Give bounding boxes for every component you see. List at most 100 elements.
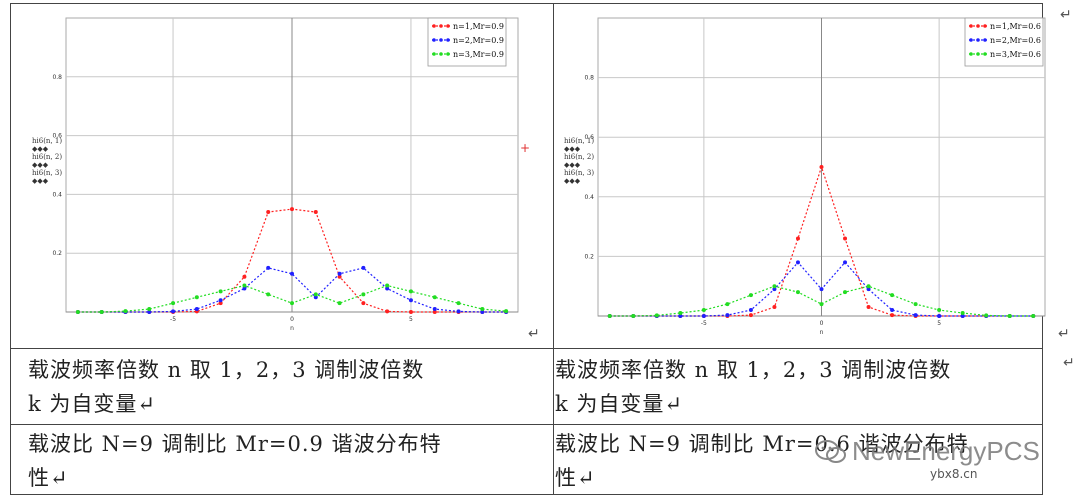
x-tick-label: 0 <box>290 316 294 323</box>
right-caption-row1: 载波频率倍数 n 取 1，2，3 调制波倍数 k 为自变量↵ <box>555 358 952 416</box>
data-point <box>819 302 824 307</box>
data-point <box>678 311 683 316</box>
data-point <box>218 301 223 306</box>
legend-marker <box>446 24 450 28</box>
data-point <box>480 310 485 314</box>
return-mark: ↵ <box>1060 7 1072 23</box>
legend: n=1,Mr=0.9 n=2,Mr=0.9 n=3,Mr=0.9 <box>427 17 507 67</box>
plus-marker: + <box>520 141 531 155</box>
data-point <box>337 301 342 306</box>
table-row-divider <box>11 424 1042 425</box>
data-point <box>843 290 848 295</box>
x-axis-label: n <box>820 329 824 336</box>
right-harmonic-chart: 0.2 0.4 0.6 0.8 -5 0 5 n n=1,Mr=0.6 n=2,Mr=0.6 n=3… <box>564 17 1046 336</box>
legend-entry: n=1,Mr=0.9 <box>453 22 504 31</box>
data-point <box>290 207 294 212</box>
legend-marker <box>446 38 450 42</box>
table-column-divider <box>553 4 554 494</box>
data-point <box>242 286 247 291</box>
data-point <box>313 210 318 215</box>
x-axis-label: n <box>290 325 294 332</box>
data-point <box>408 289 413 294</box>
y-label-marker: ◆◆◆ <box>564 161 581 169</box>
data-point <box>866 305 871 310</box>
data-point <box>748 313 753 318</box>
data-point <box>218 289 223 294</box>
data-point <box>607 314 612 318</box>
data-point <box>266 292 271 297</box>
data-point <box>194 295 199 300</box>
return-mark: ↵ <box>1063 355 1075 371</box>
legend-marker <box>439 24 443 28</box>
legend-entry: n=3,Mr=0.6 <box>990 50 1041 59</box>
data-point <box>1007 314 1012 318</box>
data-point <box>819 165 824 169</box>
x-tick-label: -5 <box>701 320 707 327</box>
data-point <box>337 274 342 279</box>
data-point <box>725 313 730 318</box>
y-label-marker: ◆◆◆ <box>564 177 581 185</box>
data-point <box>432 310 437 314</box>
y-label-marker: ◆◆◆ <box>32 145 49 153</box>
data-point <box>408 310 413 314</box>
data-point <box>631 314 636 318</box>
y-tick-label: 0.2 <box>52 250 62 257</box>
y-axis-label: hi6(n, 3) <box>32 169 62 177</box>
legend-marker <box>976 38 980 42</box>
left-caption-row1: 载波频率倍数 n 取 1，2，3 调制波倍数 k 为自变量↵ <box>28 358 425 416</box>
wechat-icon <box>815 440 846 463</box>
x-tick-label: 5 <box>937 320 941 327</box>
y-axis-label: hi6(n, 1) <box>32 137 62 145</box>
data-point <box>795 290 800 295</box>
left-harmonic-chart: 0.2 0.4 0.6 0.8 -5 0 5 n n=1,Mr=0.9 n=2,Mr=0.9 n=3… <box>32 17 519 332</box>
table-row-divider <box>11 348 1042 349</box>
data-point <box>432 307 437 312</box>
data-point <box>772 284 777 289</box>
legend-marker <box>983 24 987 28</box>
x-tick-label: 0 <box>820 320 824 327</box>
data-point <box>504 309 509 314</box>
data-point <box>266 210 271 215</box>
legend-marker <box>432 24 436 28</box>
y-axis-label: hi6(n, 2) <box>564 153 594 161</box>
legend-marker <box>432 52 436 56</box>
y-tick-label: 0.6 <box>52 133 62 140</box>
data-point <box>701 308 706 313</box>
y-tick-label: 0.4 <box>584 194 594 201</box>
data-point <box>99 310 104 314</box>
data-point <box>290 301 294 306</box>
data-point <box>242 274 247 279</box>
x-tick-label: -5 <box>170 316 176 323</box>
legend-marker <box>969 52 973 56</box>
data-point <box>432 295 437 300</box>
y-label-marker: ◆◆◆ <box>32 161 49 169</box>
return-mark: ↵ <box>528 326 540 342</box>
legend-marker <box>432 38 436 42</box>
data-point <box>1031 314 1036 318</box>
legend-marker <box>983 38 987 42</box>
y-tick-label: 0.4 <box>52 191 62 198</box>
data-point <box>361 265 366 270</box>
data-point <box>147 307 152 312</box>
y-label-marker: ◆◆◆ <box>32 177 49 185</box>
y-tick-label: 0.6 <box>584 134 594 141</box>
data-point <box>748 308 753 313</box>
legend-marker <box>976 52 980 56</box>
data-point <box>772 287 777 292</box>
data-point <box>843 236 848 241</box>
data-point <box>361 301 366 306</box>
data-point <box>123 309 128 314</box>
data-point <box>194 307 199 312</box>
legend-entry: n=2,Mr=0.9 <box>453 36 504 45</box>
data-point <box>480 307 485 312</box>
legend-marker <box>976 24 980 28</box>
legend-entry: n=3,Mr=0.9 <box>453 50 504 59</box>
data-point <box>408 298 413 303</box>
data-point <box>242 283 247 288</box>
data-point <box>654 313 659 318</box>
data-point <box>337 271 342 276</box>
data-point <box>772 305 777 310</box>
legend-marker <box>983 52 987 56</box>
data-point <box>866 284 871 289</box>
data-point <box>937 314 942 318</box>
